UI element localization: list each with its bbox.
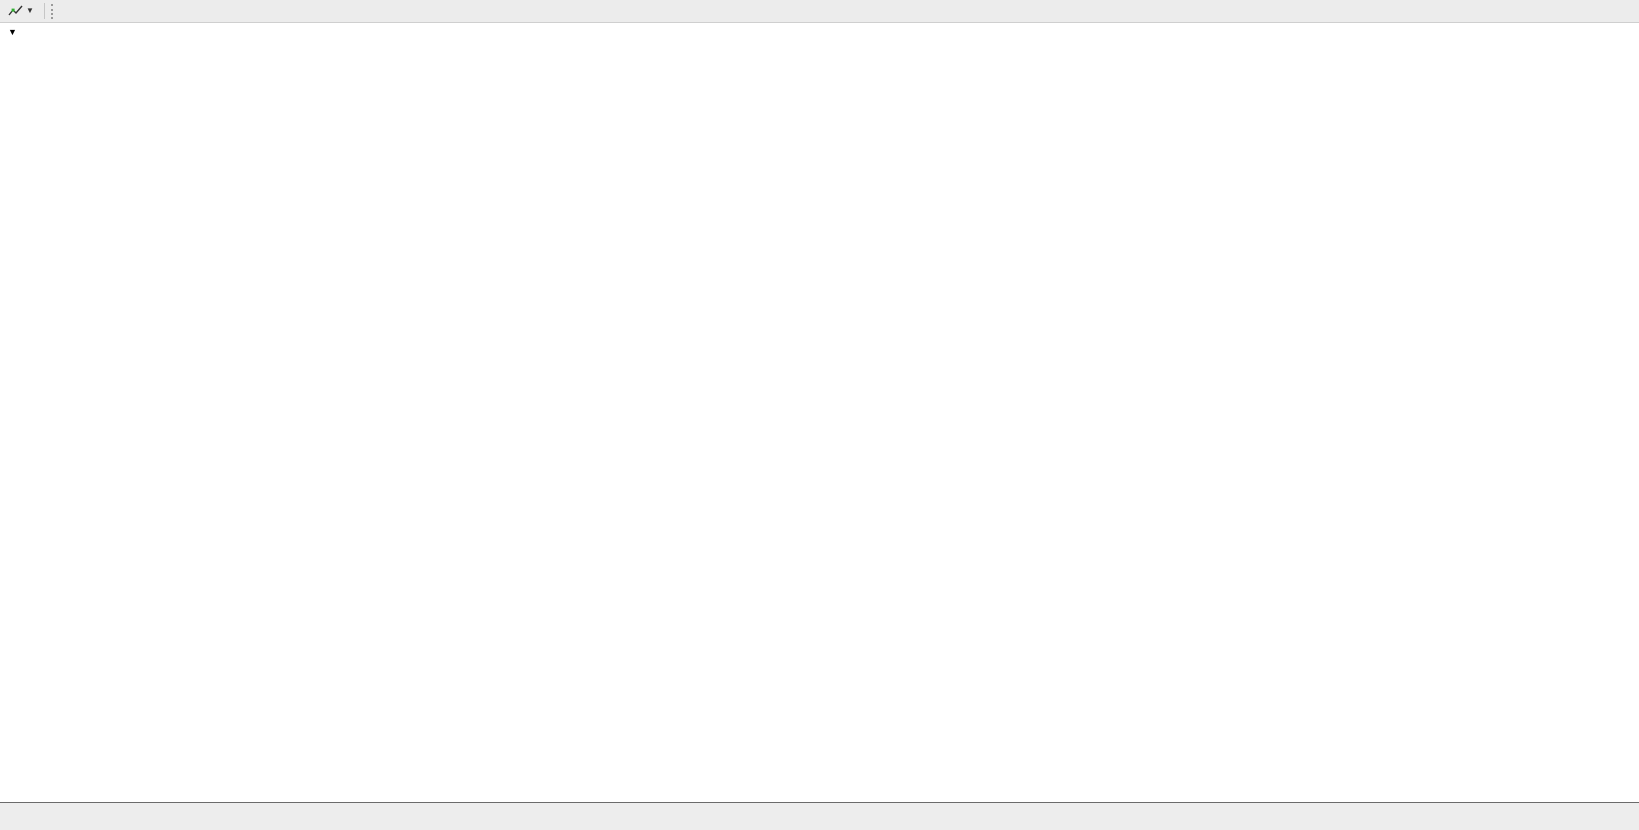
symbol-dropdown-icon[interactable]: ▼ [8,27,17,37]
toolbar-grip[interactable] [50,3,57,19]
toolbar-separator [43,3,45,19]
chart-tabs-bar [0,802,1639,830]
chart-window: ▼ [0,24,1639,801]
dropdown-caret-icon[interactable]: ▼ [26,6,34,15]
tab-scroll-controls [1615,803,1639,830]
chart-title: ▼ [8,28,22,37]
chart-tabs [0,803,1615,830]
chart-line-tool-icon [8,5,23,16]
chart-tool-button[interactable]: ▼ [0,1,40,21]
top-toolbar: ▼ [0,0,1639,23]
chart-canvas[interactable] [0,24,1639,801]
